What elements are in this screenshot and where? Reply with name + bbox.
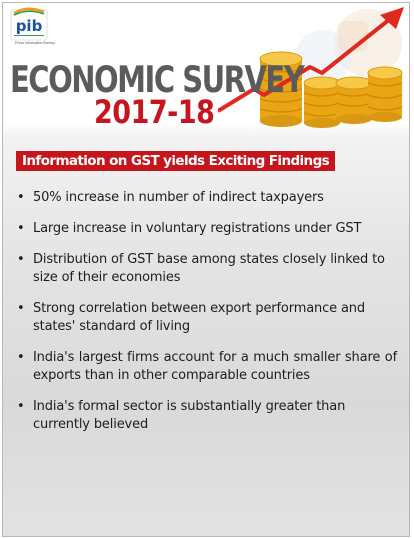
survey-year: 2017-18: [94, 94, 215, 132]
pib-logo: pib: [10, 7, 48, 41]
growth-arrow-icon: [218, 7, 404, 113]
survey-title: ECONOMIC SURVEY: [10, 58, 305, 101]
coin-stack-icon: [367, 66, 403, 122]
finding-item: Strong correlation between export perfor…: [17, 300, 397, 336]
logo-text: pib: [16, 17, 43, 35]
coins-growth-illustration: [218, 7, 404, 128]
section-banner: Information on GST yields Exciting Findi…: [16, 151, 336, 171]
finding-item: 50% increase in number of indirect taxpa…: [17, 189, 397, 207]
finding-item: Distribution of GST base among states cl…: [17, 251, 397, 287]
logo-subtext: Press Information Bureau: [15, 41, 55, 45]
finding-item: India's formal sector is substantially g…: [17, 398, 397, 434]
finding-item: Large increase in voluntary registration…: [17, 220, 397, 238]
coin-stack-icon: [259, 51, 303, 127]
findings-list: 50% increase in number of indirect taxpa…: [17, 189, 397, 447]
coin-stack-icon: [335, 76, 373, 124]
finding-item: India's largest firms account for a much…: [17, 349, 397, 385]
coin-stack-icon: [303, 76, 341, 128]
